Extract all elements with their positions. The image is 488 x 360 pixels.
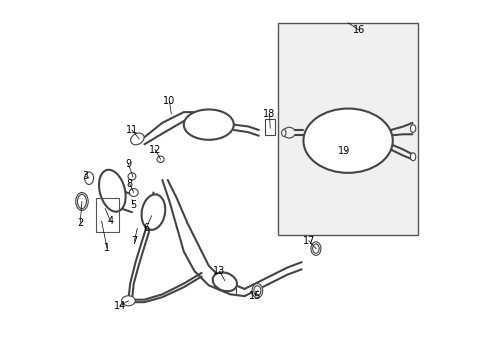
Ellipse shape: [312, 244, 319, 253]
Ellipse shape: [130, 133, 144, 145]
Ellipse shape: [281, 129, 285, 136]
Text: 11: 11: [125, 125, 138, 135]
Bar: [264, 119, 275, 135]
Ellipse shape: [409, 153, 415, 161]
Text: 17: 17: [302, 236, 314, 246]
Ellipse shape: [212, 273, 237, 291]
Text: 14: 14: [114, 301, 126, 311]
Text: 5: 5: [130, 200, 136, 210]
Bar: [278, 23, 417, 235]
Text: 6: 6: [143, 223, 149, 233]
Ellipse shape: [128, 173, 136, 180]
Text: 16: 16: [352, 25, 364, 35]
Text: 19: 19: [338, 147, 350, 157]
Ellipse shape: [310, 242, 320, 255]
Ellipse shape: [76, 193, 88, 210]
Ellipse shape: [122, 296, 135, 306]
Ellipse shape: [251, 284, 262, 298]
Text: 12: 12: [149, 145, 161, 155]
Text: 15: 15: [248, 291, 261, 301]
Ellipse shape: [129, 189, 138, 197]
Text: 18: 18: [263, 109, 275, 119]
Ellipse shape: [99, 170, 125, 212]
Ellipse shape: [157, 156, 164, 162]
Text: 7: 7: [131, 236, 137, 246]
Ellipse shape: [183, 109, 233, 140]
Text: 1: 1: [103, 243, 110, 253]
Ellipse shape: [409, 125, 415, 132]
Text: 4: 4: [107, 216, 113, 226]
Text: 9: 9: [125, 159, 131, 169]
Ellipse shape: [253, 286, 261, 296]
Text: 3: 3: [82, 171, 88, 181]
Text: 8: 8: [126, 179, 132, 189]
Ellipse shape: [84, 172, 93, 184]
Text: 2: 2: [77, 218, 83, 228]
Bar: [96, 198, 119, 232]
Ellipse shape: [303, 109, 392, 173]
Ellipse shape: [77, 194, 86, 208]
Text: 10: 10: [163, 96, 175, 107]
Text: 13: 13: [213, 266, 225, 276]
Ellipse shape: [141, 194, 165, 230]
